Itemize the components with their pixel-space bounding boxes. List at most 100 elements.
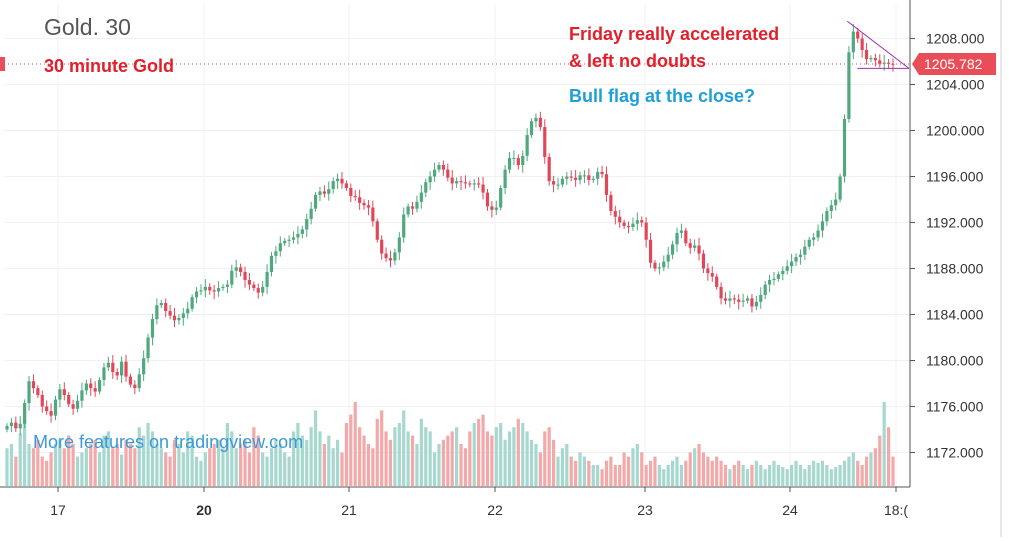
flag-upper-line bbox=[847, 20, 910, 69]
volume-bar bbox=[750, 465, 754, 486]
volume-bar bbox=[860, 465, 864, 486]
y-tick-label: 1172.000 bbox=[926, 445, 984, 461]
volume-bar bbox=[14, 456, 18, 486]
candle-body bbox=[781, 270, 785, 275]
volume-bar bbox=[133, 448, 137, 486]
volume-bar bbox=[609, 456, 613, 486]
x-tick-label: 17 bbox=[50, 502, 66, 518]
candle-body bbox=[750, 298, 754, 307]
volume-bar bbox=[485, 431, 490, 486]
volume-bar bbox=[58, 439, 62, 486]
candle-body bbox=[609, 194, 613, 211]
volume-bar bbox=[873, 448, 877, 486]
candle-body bbox=[340, 178, 344, 184]
candle-body bbox=[565, 176, 569, 179]
candle-body bbox=[36, 388, 40, 395]
candle-body bbox=[878, 60, 882, 64]
candle-body bbox=[582, 175, 587, 177]
candle-body bbox=[745, 298, 750, 301]
candle-body bbox=[239, 267, 243, 272]
volume-bar bbox=[697, 444, 701, 486]
volume-bar bbox=[807, 465, 811, 486]
volume-bar bbox=[97, 452, 102, 486]
volume-bar bbox=[446, 435, 450, 486]
candle-body bbox=[856, 31, 860, 39]
candle-body bbox=[648, 239, 653, 263]
volume-bar bbox=[891, 456, 895, 486]
volume-bar bbox=[543, 431, 547, 486]
y-tick-label: 1176.000 bbox=[926, 399, 984, 415]
candle-body bbox=[543, 127, 547, 157]
volume-bar bbox=[626, 456, 631, 486]
x-tick-label: 20 bbox=[196, 502, 212, 518]
volume-bar bbox=[71, 444, 75, 486]
volume-bar bbox=[177, 444, 181, 486]
volume-bar bbox=[529, 439, 534, 486]
candle-body bbox=[62, 389, 66, 395]
volume-bar bbox=[49, 452, 53, 486]
candle-body bbox=[551, 181, 556, 185]
volume-bar bbox=[300, 435, 304, 486]
candle-body bbox=[133, 384, 137, 389]
volume-bar bbox=[472, 423, 476, 486]
volume-bar bbox=[869, 452, 873, 486]
volume-bar bbox=[710, 460, 714, 486]
volume-bar bbox=[723, 465, 728, 486]
candle-body bbox=[362, 202, 366, 206]
volume-bar bbox=[842, 460, 847, 486]
y-tick-label: 1192.000 bbox=[926, 215, 984, 231]
volume-bar bbox=[344, 423, 349, 486]
volume-bar bbox=[834, 467, 838, 486]
candle-body bbox=[644, 222, 648, 240]
last-price-tag: 1205.782 bbox=[0, 53, 996, 76]
volume-bar bbox=[106, 431, 110, 486]
candle-body bbox=[80, 390, 84, 401]
candle-body bbox=[697, 245, 701, 254]
candle-body bbox=[168, 311, 172, 316]
volume-bar bbox=[142, 435, 146, 486]
candle-body bbox=[820, 221, 825, 231]
candle-body bbox=[455, 181, 459, 184]
candle-body bbox=[18, 423, 22, 429]
volume-bar bbox=[671, 460, 675, 486]
candle-body bbox=[759, 294, 763, 302]
annotation-friday-line2: & left no doubts bbox=[569, 51, 706, 71]
candle-body bbox=[635, 220, 639, 224]
candle-body bbox=[776, 274, 780, 279]
candle-body bbox=[296, 234, 300, 238]
volume-bar bbox=[269, 448, 274, 486]
candle-body bbox=[437, 165, 441, 170]
volume-bar bbox=[36, 439, 40, 486]
volume-bar bbox=[287, 456, 291, 486]
candle-body bbox=[380, 239, 384, 254]
candle-body bbox=[216, 288, 221, 292]
volume-bar bbox=[675, 456, 679, 486]
candle-body bbox=[521, 155, 525, 165]
chart-title: Gold. 30 bbox=[44, 14, 131, 40]
grid-lines bbox=[4, 4, 910, 487]
volume-bar bbox=[490, 435, 494, 486]
candle-body bbox=[410, 206, 415, 209]
y-tick-label: 1196.000 bbox=[926, 169, 984, 185]
x-tick-label: 23 bbox=[637, 502, 653, 518]
candle-body bbox=[291, 237, 296, 240]
volume-bar bbox=[574, 460, 578, 486]
volume-bar bbox=[252, 427, 256, 486]
volume-bar bbox=[551, 439, 556, 486]
candle-body bbox=[111, 362, 115, 372]
y-tick-label: 1208.000 bbox=[926, 31, 985, 47]
tradingview-watermark[interactable]: More features on tradingview.com bbox=[33, 432, 304, 452]
candle-body bbox=[596, 171, 600, 179]
volume-bar bbox=[371, 448, 375, 486]
volume-bar bbox=[737, 460, 741, 486]
candle-body bbox=[631, 223, 635, 228]
y-tick-label: 1188.000 bbox=[926, 261, 984, 277]
candle-body bbox=[671, 244, 675, 255]
volume-bar bbox=[225, 423, 229, 486]
candle-body bbox=[463, 182, 468, 184]
volume-bar bbox=[128, 444, 133, 486]
left-price-marker bbox=[0, 57, 5, 72]
volume-bar bbox=[741, 465, 745, 486]
candle-body bbox=[318, 191, 322, 195]
